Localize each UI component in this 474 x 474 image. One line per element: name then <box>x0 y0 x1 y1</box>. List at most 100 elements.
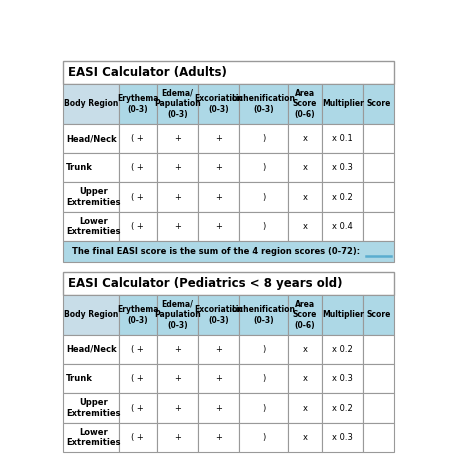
Text: ): ) <box>262 374 265 383</box>
Text: Lower
Extremities: Lower Extremities <box>66 217 121 236</box>
Text: x 0.2: x 0.2 <box>332 403 353 412</box>
Text: +: + <box>174 403 181 412</box>
Bar <box>288 182 322 212</box>
Bar <box>119 212 156 241</box>
Bar <box>198 84 239 124</box>
Bar <box>198 423 239 452</box>
Text: Excoriation
(0-3): Excoriation (0-3) <box>194 94 243 114</box>
Text: EASI Calculator (Adults): EASI Calculator (Adults) <box>68 66 227 79</box>
Bar <box>63 423 119 452</box>
Text: Lower
Extremities: Lower Extremities <box>66 428 121 447</box>
Text: Upper
Extremities: Upper Extremities <box>66 187 121 207</box>
Text: +: + <box>174 163 181 172</box>
Bar <box>239 393 288 423</box>
Bar <box>63 84 119 124</box>
Bar <box>119 124 156 153</box>
Text: Lichenification
(0-3): Lichenification (0-3) <box>232 305 296 325</box>
Bar <box>63 124 119 153</box>
Bar <box>198 212 239 241</box>
Text: x 0.3: x 0.3 <box>332 163 353 172</box>
Bar <box>239 212 288 241</box>
Bar <box>119 153 156 182</box>
Bar <box>364 84 394 124</box>
Bar <box>364 153 394 182</box>
Bar <box>156 423 198 452</box>
Text: x: x <box>302 345 308 354</box>
Text: x: x <box>302 163 308 172</box>
Bar <box>322 182 364 212</box>
Bar <box>198 124 239 153</box>
Text: x 0.1: x 0.1 <box>332 134 353 143</box>
Bar <box>322 124 364 153</box>
Text: ): ) <box>262 163 265 172</box>
Text: ): ) <box>262 345 265 354</box>
Bar <box>288 153 322 182</box>
Text: x: x <box>302 374 308 383</box>
Bar <box>322 423 364 452</box>
Text: ( +: ( + <box>131 163 144 172</box>
Text: Area
Score
(0-6): Area Score (0-6) <box>293 89 317 119</box>
Text: Multiplier: Multiplier <box>322 310 364 319</box>
Text: x 0.2: x 0.2 <box>332 345 353 354</box>
Text: ( +: ( + <box>131 345 144 354</box>
Text: +: + <box>215 345 222 354</box>
Text: ): ) <box>262 433 265 442</box>
Bar <box>364 393 394 423</box>
Bar <box>239 295 288 335</box>
Text: x: x <box>302 433 308 442</box>
Text: x 0.4: x 0.4 <box>332 222 353 231</box>
Bar <box>364 182 394 212</box>
Bar <box>239 124 288 153</box>
Text: +: + <box>215 134 222 143</box>
Text: ( +: ( + <box>131 134 144 143</box>
Bar <box>288 295 322 335</box>
Text: Lichenification
(0-3): Lichenification (0-3) <box>232 94 296 114</box>
Bar <box>322 153 364 182</box>
Text: Excoriation
(0-3): Excoriation (0-3) <box>194 305 243 325</box>
Text: EASI Calculator (Pediatrics < 8 years old): EASI Calculator (Pediatrics < 8 years ol… <box>68 277 342 290</box>
Text: ): ) <box>262 134 265 143</box>
Text: ): ) <box>262 192 265 201</box>
Text: Head/Neck: Head/Neck <box>66 345 117 354</box>
Text: Multiplier: Multiplier <box>322 100 364 109</box>
Bar <box>63 182 119 212</box>
Bar <box>156 295 198 335</box>
Text: x: x <box>302 403 308 412</box>
Bar <box>63 364 119 393</box>
Text: Area
Score
(0-6): Area Score (0-6) <box>293 300 317 330</box>
Text: Trunk: Trunk <box>66 163 93 172</box>
Bar <box>239 182 288 212</box>
Bar <box>156 393 198 423</box>
Text: +: + <box>174 433 181 442</box>
Bar <box>322 364 364 393</box>
Text: +: + <box>174 134 181 143</box>
Text: The final EASI score is the sum of the 4 region scores (0-72):: The final EASI score is the sum of the 4… <box>72 247 360 256</box>
Text: Edema/
Papulation
(0-3): Edema/ Papulation (0-3) <box>154 89 201 119</box>
Text: x 0.2: x 0.2 <box>332 192 353 201</box>
Bar <box>364 364 394 393</box>
Bar <box>239 153 288 182</box>
Text: ( +: ( + <box>131 192 144 201</box>
Bar <box>322 295 364 335</box>
Bar <box>288 335 322 364</box>
Bar <box>156 182 198 212</box>
Bar <box>119 393 156 423</box>
Text: ( +: ( + <box>131 403 144 412</box>
Text: ( +: ( + <box>131 222 144 231</box>
Text: x 0.3: x 0.3 <box>332 374 353 383</box>
Text: Score: Score <box>366 100 391 109</box>
Text: +: + <box>174 345 181 354</box>
Bar <box>198 335 239 364</box>
Text: x: x <box>302 192 308 201</box>
Bar <box>119 295 156 335</box>
Bar <box>63 272 394 295</box>
Bar <box>119 182 156 212</box>
Bar <box>119 84 156 124</box>
Bar <box>63 393 119 423</box>
Bar <box>239 364 288 393</box>
Text: x 0.3: x 0.3 <box>332 433 353 442</box>
Text: Erythema
(0-3): Erythema (0-3) <box>117 94 158 114</box>
Bar <box>63 241 394 263</box>
Text: +: + <box>215 163 222 172</box>
Text: +: + <box>174 192 181 201</box>
